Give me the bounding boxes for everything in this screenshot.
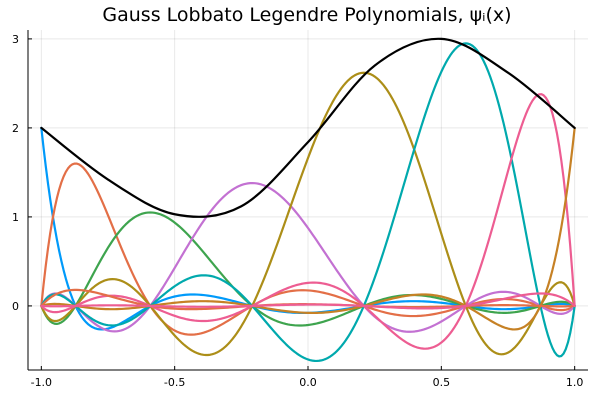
y-tick-label-1: 1	[12, 211, 19, 224]
x-tick-label-0: -1.0	[31, 376, 52, 389]
series-line-7	[40, 126, 576, 331]
sum-series-line	[40, 37, 576, 218]
x-tick-label-1: -0.5	[164, 376, 185, 389]
series-line-2	[40, 211, 576, 327]
x-tick-label-2: 0.0	[299, 376, 317, 389]
series-line-5	[40, 42, 576, 363]
series-line-9	[40, 292, 576, 310]
y-tick-label-2: 2	[12, 122, 19, 135]
y-tick-label-0: 0	[12, 300, 19, 313]
series-line-4	[40, 71, 576, 357]
series-group	[40, 37, 576, 363]
chart-title: Gauss Lobbato Legendre Polynomials, ψᵢ(x…	[102, 4, 511, 26]
y-tick-label-3: 3	[12, 33, 19, 46]
x-tick-label-4: 1.0	[566, 376, 584, 389]
axes	[27, 30, 588, 371]
x-tick-label-3: 0.5	[433, 376, 451, 389]
grid-lines	[28, 30, 588, 370]
tick-labels: -1.0 -0.5 0.0 0.5 1.0 0 1 2 3	[12, 33, 583, 389]
series-line-1	[40, 162, 576, 336]
series-line-6	[40, 93, 576, 350]
series-line-3	[40, 181, 576, 333]
